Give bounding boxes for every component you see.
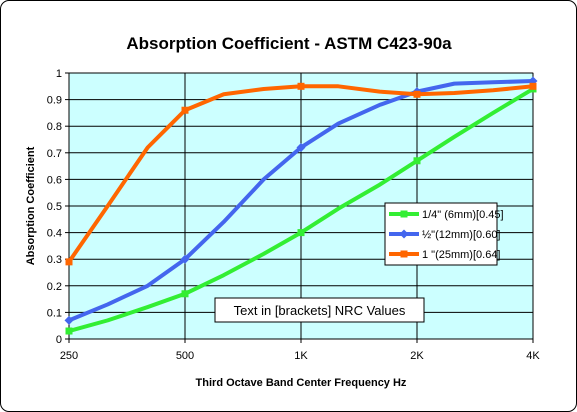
y-tick-label: 0.9 bbox=[47, 95, 62, 107]
data-point bbox=[296, 142, 306, 152]
data-point bbox=[64, 315, 74, 325]
data-point bbox=[529, 82, 537, 90]
annotation-text: Text in [brackets] NRC Values bbox=[234, 303, 406, 318]
legend-swatch-marker bbox=[400, 210, 408, 218]
y-tick-label: 0.8 bbox=[47, 121, 62, 133]
data-point bbox=[413, 90, 421, 98]
x-axis-title: Third Octave Band Center Frequency Hz bbox=[196, 377, 407, 389]
y-tick-label: 0.3 bbox=[47, 254, 62, 266]
data-point bbox=[297, 82, 305, 90]
y-tick-label: 1 bbox=[56, 68, 62, 80]
legend-swatch-marker bbox=[400, 250, 408, 258]
data-point bbox=[181, 106, 189, 114]
legend-label: 1 "(25mm)[0.64] bbox=[422, 249, 501, 261]
annotation-frame bbox=[214, 297, 425, 323]
legend-swatch-marker bbox=[399, 229, 409, 239]
y-tick-label: 0 bbox=[56, 334, 62, 346]
annotation-box: Text in [brackets] NRC Values bbox=[214, 297, 425, 323]
x-tick-label: 1K bbox=[294, 350, 308, 362]
legend: 1/4" (6mm)[0.45] ½"(12mm)[0.60] 1 "(25mm)[… bbox=[384, 202, 504, 266]
x-tick-label: 2K bbox=[410, 350, 424, 362]
series-3 bbox=[65, 82, 537, 266]
y-tick-label: 0.6 bbox=[47, 174, 62, 186]
data-point bbox=[180, 254, 190, 264]
legend-label: ½"(12mm)[0.60] bbox=[422, 229, 501, 241]
y-tick-label: 0.4 bbox=[47, 228, 62, 240]
y-tick-label: 0.5 bbox=[47, 201, 62, 213]
y-tick-label: 0.7 bbox=[47, 148, 62, 160]
x-tick-label: 4K bbox=[526, 350, 540, 362]
x-axis-ticks: 250 500 1K 2K 4K bbox=[60, 73, 540, 362]
x-tick-label: 500 bbox=[176, 350, 194, 362]
data-point bbox=[413, 157, 421, 165]
x-tick-label: 250 bbox=[60, 350, 78, 362]
y-axis-ticks: 0 0.1 0.2 0.3 0.4 0.5 0.6 0.7 0.8 0.9 1 bbox=[47, 68, 69, 346]
y-axis-title: Absorption Coefficient bbox=[25, 146, 37, 265]
chart-title: Absorption Coefficient - ASTM C423-90a bbox=[126, 34, 452, 53]
legend-label: 1/4" (6mm)[0.45] bbox=[422, 209, 504, 221]
data-point bbox=[65, 258, 73, 266]
y-tick-label: 0.2 bbox=[47, 281, 62, 293]
series-lines bbox=[64, 76, 538, 335]
y-tick-label: 0.1 bbox=[47, 307, 62, 319]
data-point bbox=[297, 229, 305, 237]
data-point bbox=[65, 327, 73, 335]
data-point bbox=[181, 290, 189, 298]
